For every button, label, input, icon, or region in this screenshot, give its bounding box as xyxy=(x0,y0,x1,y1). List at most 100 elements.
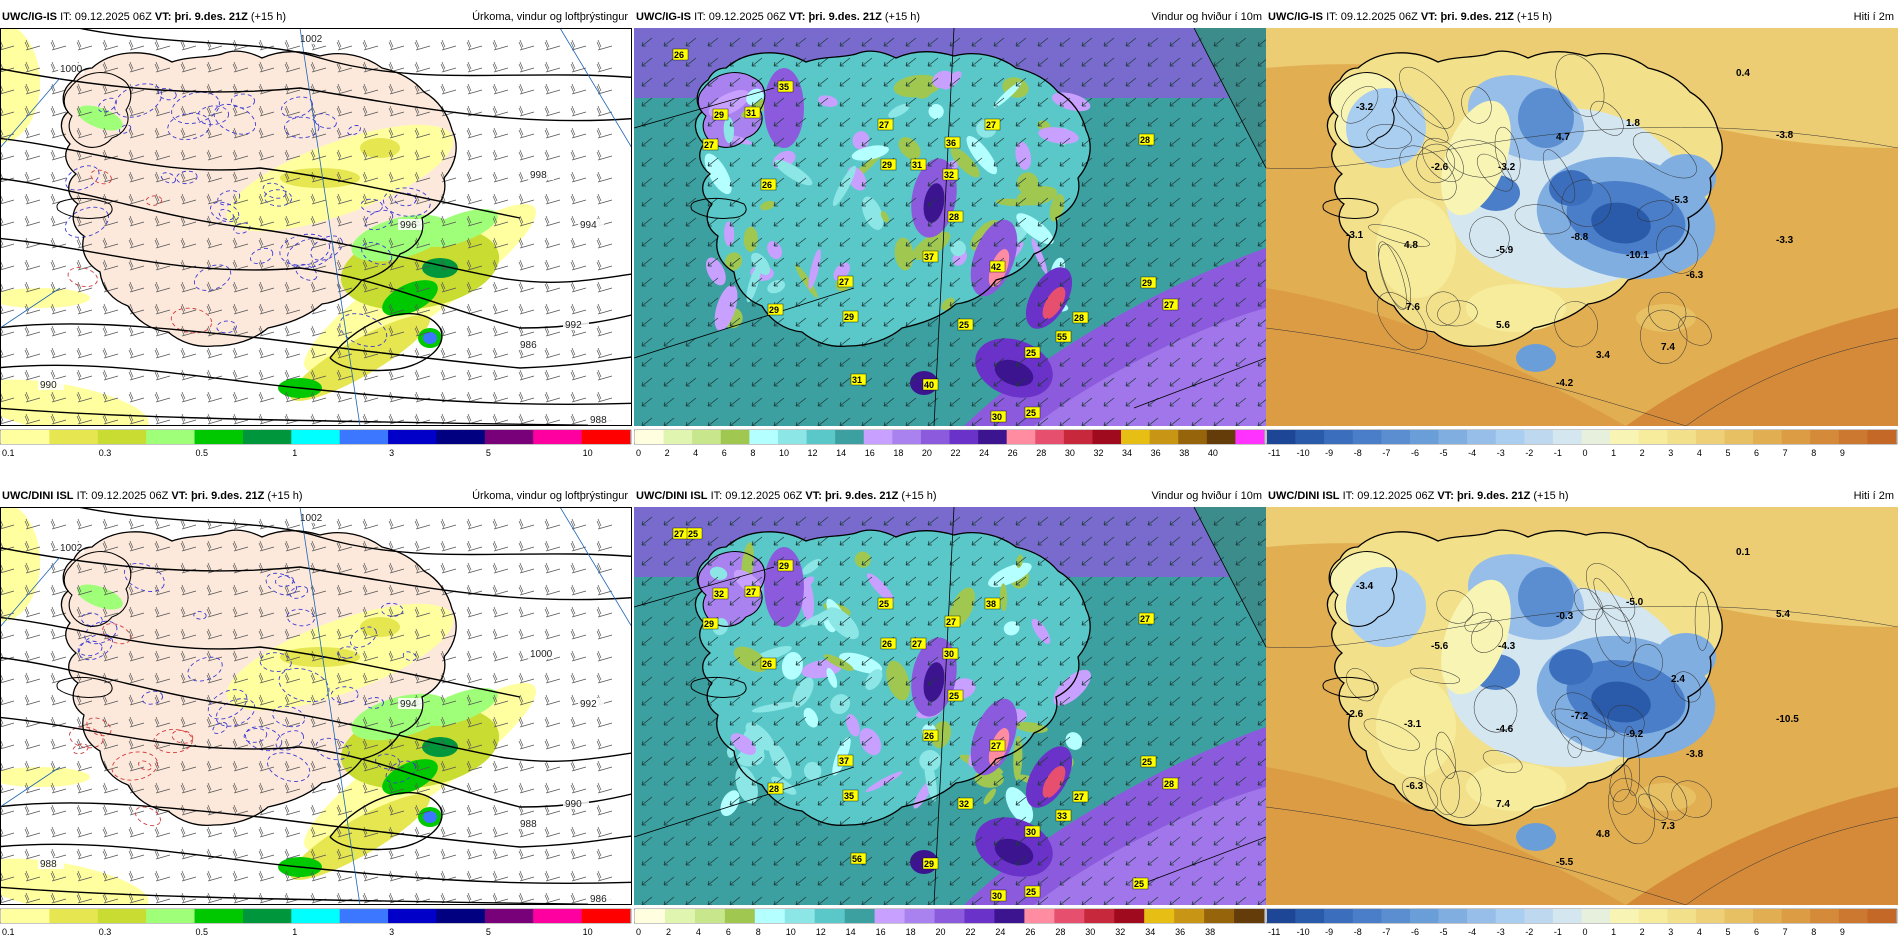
isobar-line xyxy=(0,886,632,905)
wind-barb xyxy=(310,61,327,73)
wind-barb xyxy=(570,193,587,205)
wind-arrow xyxy=(971,357,983,367)
wind-arrow xyxy=(663,596,675,606)
wind-arrow xyxy=(883,676,895,686)
wind-barb xyxy=(50,804,67,816)
wind-barb xyxy=(570,61,587,73)
legend-swatch xyxy=(1204,909,1235,923)
wind-barb xyxy=(284,782,301,794)
wind-arrow xyxy=(1169,37,1181,47)
wind-barb xyxy=(180,804,197,816)
legend-swatch xyxy=(904,909,935,923)
wind-arrow xyxy=(685,317,697,327)
wind-barb xyxy=(388,650,405,662)
wind-arrow xyxy=(729,696,741,706)
wind-barb xyxy=(50,215,67,227)
wind-arrow xyxy=(707,337,719,347)
wind-arrow xyxy=(685,676,697,686)
wind-arrow xyxy=(1125,656,1137,666)
wind-barb xyxy=(414,39,431,51)
legend-swatch xyxy=(1495,909,1525,923)
contour-line xyxy=(1574,588,1604,620)
wind-arrow xyxy=(1191,117,1203,127)
wind-arrow xyxy=(685,177,697,187)
wind-cell xyxy=(1042,286,1066,320)
wind-barb xyxy=(102,738,119,750)
wind-arrow xyxy=(1213,157,1225,167)
wind-arrow xyxy=(685,896,697,905)
legend-tick-label: -9 xyxy=(1325,927,1333,937)
gust-marker xyxy=(880,158,897,171)
temp-label: 7.4 xyxy=(1661,342,1675,353)
legend-swatch xyxy=(949,430,979,444)
wind-barb xyxy=(518,848,535,860)
wind-arrow xyxy=(949,257,961,267)
wind-barb xyxy=(388,804,405,816)
wind-barb xyxy=(336,826,353,838)
wind-arrow xyxy=(663,117,675,127)
wind-barb xyxy=(596,760,613,772)
wind-barb xyxy=(336,105,353,117)
wind-barb xyxy=(258,369,275,381)
wind-barb xyxy=(544,413,561,425)
color-legend: -11 -10 -9 -8 -7 -6 -5 -4 -3 -2 -1 0 1 2 3 4 5 6 7 8 9 xyxy=(1266,426,1898,462)
wind-arrow xyxy=(795,676,807,686)
wind-barb xyxy=(310,325,327,337)
wind-arrow xyxy=(1125,317,1137,327)
wind-barb xyxy=(180,716,197,728)
wind-arrow xyxy=(993,177,1005,187)
wind-arrow xyxy=(707,776,719,786)
wind-barb xyxy=(414,325,431,337)
dashed-contour xyxy=(167,112,211,140)
map-temp: 0.1 -3.4 -5.0 -0.3 5.4 -5.6 -4.3 2.4 -2.6 -3.1 -4.… xyxy=(1266,507,1898,905)
temp-cell xyxy=(1376,198,1456,298)
wind-arrow xyxy=(729,197,741,207)
wind-arrow xyxy=(1191,57,1203,67)
wind-arrow xyxy=(927,357,939,367)
wind-barb xyxy=(232,782,249,794)
wind-arrow xyxy=(1015,277,1027,287)
wind-barb xyxy=(388,391,405,403)
wind-barb xyxy=(596,540,613,552)
wind-barb xyxy=(258,303,275,315)
dashed-contour xyxy=(361,242,393,265)
wind-arrow xyxy=(751,117,763,127)
wind-arrow xyxy=(1191,217,1203,227)
wind-barb xyxy=(466,39,483,51)
legend-swatch xyxy=(1054,909,1085,923)
wind-arrow xyxy=(1257,698,1266,706)
wind-barb xyxy=(518,281,535,293)
wind-cell xyxy=(1031,238,1048,275)
wind-arrow xyxy=(839,636,851,646)
wind-barb xyxy=(492,518,509,530)
wind-arrow xyxy=(1169,337,1181,347)
contour-line xyxy=(1464,612,1492,633)
wind-arrow xyxy=(1235,357,1247,367)
wind-arrow xyxy=(839,836,851,846)
gust-marker xyxy=(1055,330,1072,343)
wind-barb xyxy=(518,562,535,574)
wind-arrow xyxy=(1169,576,1181,586)
wind-cell xyxy=(898,137,921,160)
wind-arrow xyxy=(729,516,741,526)
wind-arrow xyxy=(1015,57,1027,67)
wind-arrow xyxy=(641,896,653,905)
legend-tick-label: 0 xyxy=(636,927,641,937)
wind-barb xyxy=(232,281,249,293)
dashed-contour xyxy=(72,743,89,755)
wind-arrow xyxy=(1213,636,1225,646)
wind-barb xyxy=(388,584,405,596)
wind-arrow xyxy=(1059,856,1071,866)
gust-marker xyxy=(877,597,894,610)
wind-arrow xyxy=(1257,239,1266,247)
wind-barb xyxy=(180,391,197,403)
wind-barb xyxy=(388,39,405,51)
wind-arrow xyxy=(949,736,961,746)
wind-barb xyxy=(518,325,535,337)
wind-barb xyxy=(336,259,353,271)
contour-line xyxy=(1341,86,1379,124)
wind-arrow xyxy=(1103,177,1115,187)
wind-barb xyxy=(466,540,483,552)
wind-barb xyxy=(544,584,561,596)
wind-arrow xyxy=(883,377,895,387)
